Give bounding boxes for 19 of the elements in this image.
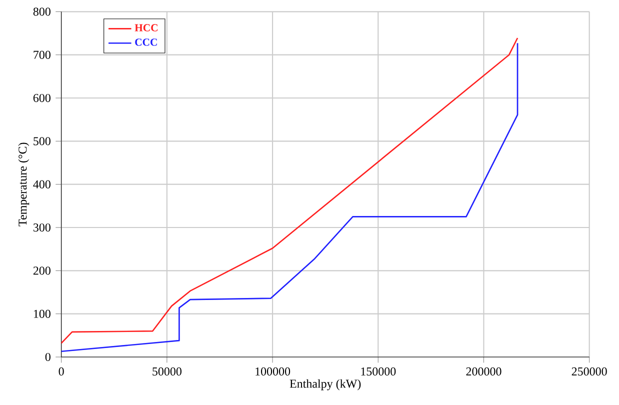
y-tick-label: 200 [33, 266, 50, 275]
x-tick-label: 0 [58, 367, 64, 376]
y-tick-label: 100 [34, 310, 50, 318]
y-tick-label: 0 [45, 352, 50, 362]
y-tick-label: 400 [33, 180, 50, 188]
x-tick-label: 250000 [572, 367, 607, 376]
y-tick-label: 300 [33, 223, 50, 232]
legend-label: CCC [135, 38, 157, 46]
y-tick-label: 800 [33, 8, 50, 16]
x-tick-label: 150000 [361, 367, 396, 376]
x-axis-title: Enthalpy (kW) [290, 379, 361, 390]
y-tick-label: 700 [34, 50, 50, 59]
y-tick-label: 600 [33, 94, 50, 102]
x-tick-label: 100000 [256, 367, 290, 376]
y-tick-label: 500 [34, 137, 50, 146]
x-tick-label: 200000 [466, 367, 502, 376]
y-axis-title: Temperature (°C) [18, 142, 30, 226]
x-tick-label: 50000 [152, 367, 182, 376]
legend-label: HCC [134, 24, 158, 32]
